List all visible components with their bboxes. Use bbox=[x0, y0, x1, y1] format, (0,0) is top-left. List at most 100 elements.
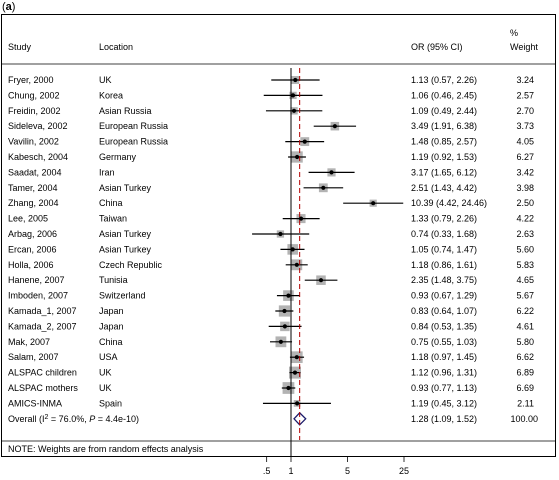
study-location: Korea bbox=[99, 90, 123, 100]
study-weight: 3.42 bbox=[516, 167, 534, 177]
study-weight: 6.62 bbox=[516, 352, 534, 362]
study-row: Saadat, 2004 Iran 3.17 (1.65, 6.12) 3.42 bbox=[8, 167, 534, 177]
study-location: Asian Turkey bbox=[99, 229, 152, 239]
study-weight: 4.05 bbox=[516, 137, 534, 147]
study-row: ALSPAC mothers UK 0.93 (0.77, 1.13) 6.69 bbox=[8, 382, 534, 394]
study-location: Taiwan bbox=[99, 214, 127, 224]
point-estimate bbox=[329, 170, 334, 175]
study-row: Arbag, 2006 Asian Turkey 0.74 (0.33, 1.68)… bbox=[8, 229, 534, 239]
point-estimate bbox=[282, 308, 287, 314]
header-weight: Weight bbox=[510, 42, 538, 52]
study-row: Vavilin, 2002 European Russia 1.48 (0.85, … bbox=[8, 137, 534, 147]
study-location: Japan bbox=[99, 321, 124, 331]
study-or-ci: 1.18 (0.97, 1.45) bbox=[411, 352, 477, 362]
study-or-ci: 1.18 (0.86, 1.61) bbox=[411, 260, 477, 270]
point-estimate bbox=[332, 124, 337, 129]
study-or-ci: 1.13 (0.57, 2.26) bbox=[411, 75, 477, 85]
study-weight: 2.70 bbox=[516, 106, 534, 116]
point-estimate bbox=[291, 108, 297, 113]
study-row: Salam, 2007 USA 1.18 (0.97, 1.45) 6.62 bbox=[8, 351, 534, 364]
study-location: Asian Turkey bbox=[99, 244, 152, 254]
header-weight-percent: % bbox=[510, 28, 518, 38]
study-location: Czech Republic bbox=[99, 260, 163, 270]
study-location: USA bbox=[99, 352, 118, 362]
study-row: Zhang, 2004 China 10.39 (4.42, 24.46) 2.50 bbox=[8, 198, 534, 208]
weights-note: NOTE: Weights are from random effects an… bbox=[8, 444, 204, 454]
study-weight: 4.65 bbox=[516, 275, 534, 285]
study-or-ci: 0.93 (0.67, 1.29) bbox=[411, 291, 477, 301]
study-name: Kabesch, 2004 bbox=[8, 152, 68, 162]
overall-label-part: = 4.4e-10) bbox=[95, 414, 139, 424]
study-or-ci: 1.12 (0.96, 1.31) bbox=[411, 368, 477, 378]
study-or-ci: 1.09 (0.49, 2.44) bbox=[411, 106, 477, 116]
study-name: Tamer, 2004 bbox=[8, 183, 58, 193]
study-or-ci: 1.33 (0.79, 2.26) bbox=[411, 214, 477, 224]
point-estimate bbox=[290, 247, 295, 252]
study-name: Fryer, 2000 bbox=[8, 75, 54, 85]
study-name: Arbag, 2006 bbox=[8, 229, 57, 239]
study-name: Vavilin, 2002 bbox=[8, 137, 59, 147]
study-location: China bbox=[99, 337, 123, 347]
study-row: Ercan, 2006 Asian Turkey 1.05 (0.74, 1.47)… bbox=[8, 244, 534, 255]
point-estimate bbox=[298, 216, 304, 221]
overall-label-part: Overall (I bbox=[8, 414, 45, 424]
study-weight: 2.57 bbox=[516, 90, 534, 100]
study-weight: 4.61 bbox=[516, 321, 534, 331]
study-or-ci: 0.93 (0.77, 1.13) bbox=[411, 383, 477, 393]
x-tick-label: 25 bbox=[399, 466, 409, 476]
overall-label-part: = 76.0%, bbox=[48, 414, 89, 424]
study-row: Kabesch, 2004 Germany 1.19 (0.92, 1.53) 6.2… bbox=[8, 151, 534, 163]
study-weight: 5.60 bbox=[516, 244, 534, 254]
study-row: Lee, 2005 Taiwan 1.33 (0.79, 2.26) 4.22 bbox=[8, 214, 534, 224]
point-estimate bbox=[292, 370, 298, 375]
study-name: AMICS-INMA bbox=[8, 398, 62, 408]
overall-label: Overall (I2 = 76.0%, P = 4.4e-10) bbox=[8, 414, 139, 424]
study-weight: 6.27 bbox=[516, 152, 534, 162]
study-weight: 4.22 bbox=[516, 214, 534, 224]
study-name: Imboden, 2007 bbox=[8, 291, 68, 301]
study-name: Saadat, 2004 bbox=[8, 167, 62, 177]
point-estimate bbox=[278, 231, 283, 237]
point-estimate bbox=[371, 201, 376, 206]
point-estimate bbox=[295, 154, 300, 160]
study-weight: 2.11 bbox=[517, 398, 534, 408]
study-weight: 6.89 bbox=[516, 368, 534, 378]
study-row: Fryer, 2000 UK 1.13 (0.57, 2.26) 3.24 bbox=[8, 75, 534, 85]
study-name: Hanene, 2007 bbox=[8, 275, 65, 285]
study-name: Kamada_2, 2007 bbox=[8, 321, 77, 331]
study-weight: 6.22 bbox=[516, 306, 534, 316]
study-row: Chung, 2002 Korea 1.06 (0.46, 2.45) 2.57 bbox=[8, 90, 534, 100]
header-or-ci: OR (95% CI) bbox=[411, 42, 463, 52]
panel-label: (a) bbox=[2, 1, 16, 13]
study-or-ci: 2.35 (1.48, 3.75) bbox=[411, 275, 477, 285]
study-name: Chung, 2002 bbox=[8, 90, 60, 100]
study-location: Switzerland bbox=[99, 291, 146, 301]
overall-weight: 100.00 bbox=[510, 414, 538, 424]
study-name: Zhang, 2004 bbox=[8, 198, 59, 208]
study-row: Kamada_1, 2007 Japan 0.83 (0.64, 1.07) 6.22 bbox=[8, 305, 534, 317]
study-weight: 5.80 bbox=[516, 337, 534, 347]
study-name: ALSPAC children bbox=[8, 368, 77, 378]
study-weight: 3.98 bbox=[516, 183, 534, 193]
study-rows: Fryer, 2000 UK 1.13 (0.57, 2.26) 3.24 Chung,… bbox=[8, 75, 534, 408]
overall-or-ci: 1.28 (1.09, 1.52) bbox=[411, 414, 477, 424]
study-location: Germany bbox=[99, 152, 137, 162]
point-estimate bbox=[286, 293, 291, 298]
overall-diamond bbox=[293, 411, 307, 426]
point-estimate bbox=[286, 385, 291, 391]
study-weight: 5.83 bbox=[516, 260, 534, 270]
point-estimate bbox=[302, 139, 307, 144]
study-location: Japan bbox=[99, 306, 124, 316]
study-name: Lee, 2005 bbox=[8, 214, 48, 224]
study-name: Salam, 2007 bbox=[8, 352, 59, 362]
header-location: Location bbox=[99, 42, 133, 52]
study-row: Holla, 2006 Czech Republic 1.18 (0.86, 1.6… bbox=[8, 259, 534, 271]
study-or-ci: 3.17 (1.65, 6.12) bbox=[411, 167, 477, 177]
study-or-ci: 3.49 (1.91, 6.38) bbox=[411, 121, 477, 131]
study-location: UK bbox=[99, 368, 112, 378]
study-row: ALSPAC children UK 1.12 (0.96, 1.31) 6.89 bbox=[8, 366, 534, 379]
study-location: Tunisia bbox=[99, 275, 128, 285]
overall-label-part: P bbox=[89, 414, 95, 424]
header-study: Study bbox=[8, 42, 32, 52]
study-location: Asian Turkey bbox=[99, 183, 152, 193]
